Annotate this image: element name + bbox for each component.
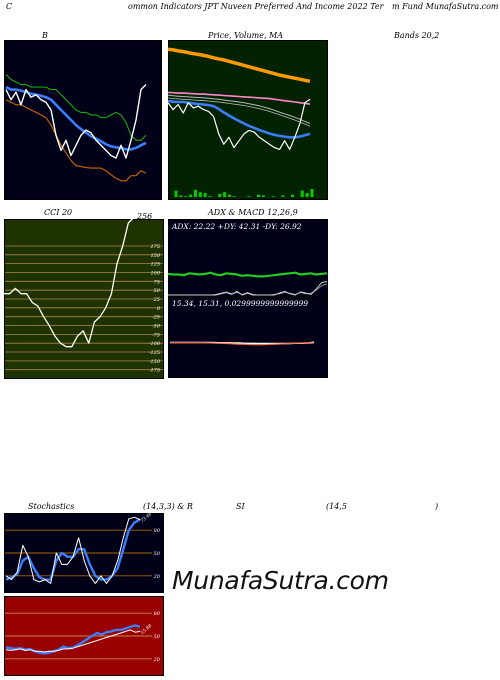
header-c: C <box>6 2 13 11</box>
adx-chart <box>168 219 328 297</box>
cci-tick-label: -175 <box>149 368 160 374</box>
stochastics-chart: 80 50 20 73.46 <box>4 513 164 593</box>
cci-tick-label: 150 <box>150 253 160 259</box>
cci-line <box>4 219 134 348</box>
panel-background <box>168 40 328 200</box>
volume-bar <box>179 195 183 197</box>
price-price-line <box>168 98 311 151</box>
volume-bar <box>247 196 251 197</box>
price-volume-ma-chart <box>168 40 328 200</box>
volume-bar <box>310 189 314 197</box>
header-site: m Fund MunafaSutra.com <box>392 2 499 11</box>
stochastics-last-label: 73.46 <box>139 513 153 524</box>
panel-background <box>4 40 162 200</box>
cci-tick-label: -100 <box>149 341 161 347</box>
rsi-label: SI <box>236 502 245 511</box>
cci-tick-label: 75 <box>154 279 160 285</box>
cci-tick-label: -150 <box>149 359 161 365</box>
rsi-params: (14,5 <box>326 502 347 511</box>
rsi-tick-label: 20 <box>153 657 161 663</box>
price-ma100-line <box>168 91 311 105</box>
volume-bar <box>184 196 188 197</box>
macd-chart <box>168 297 328 378</box>
cci-last-value: 256 <box>137 212 153 221</box>
bbands-label-right: Bands 20,2 <box>394 31 440 40</box>
cci-tick-label: 0 <box>157 306 161 312</box>
cci-tick-label: -50 <box>152 324 161 330</box>
bband-lower-line <box>5 99 147 182</box>
adx-di_plus-line <box>168 280 328 296</box>
bband-upper-line <box>5 74 147 141</box>
volume-bar <box>193 189 197 197</box>
cci-tick-label: -75 <box>152 332 160 338</box>
cci-label: CCI 20 <box>44 208 73 217</box>
bollinger-bands-chart <box>4 40 162 200</box>
bbands-label-left: B <box>42 31 48 40</box>
price-ma20-line <box>168 99 311 139</box>
price-ma-label: Price, Volume, MA <box>208 31 284 40</box>
price-ma200-line <box>168 47 311 84</box>
volume-bar <box>305 193 309 197</box>
macd-readout: 15.34, 15.31, 0.0299999999999999 <box>172 299 308 308</box>
cci-tick-label: 100 <box>150 270 160 276</box>
cci-chart: 175 150 125 100 75 50 25 0 -25 -50 -75 -100 -125 -150… <box>4 219 164 379</box>
adx-readout: ADX: 22.22 +DY: 42.31 -DY: 26.92 <box>172 222 302 231</box>
cci-tick-label: 50 <box>154 288 161 294</box>
cci-tick-label: -125 <box>149 350 160 356</box>
stochastics-main-line <box>5 516 141 584</box>
volume-bar <box>223 192 227 197</box>
bband-price-line <box>5 84 147 159</box>
volume-bar <box>257 194 261 197</box>
rsi-avg-line <box>5 624 141 655</box>
volume-bar <box>174 190 178 197</box>
rsi-main-line <box>5 629 141 653</box>
cci-tick-label: 25 <box>153 297 160 303</box>
volume-bar <box>232 196 236 197</box>
watermark: MunafaSutra.com <box>172 566 389 595</box>
price-ma-lower-line <box>168 97 311 127</box>
volume-bar <box>203 193 207 197</box>
rsi-tick-label: 50 <box>154 634 161 640</box>
cci-tick-label: 175 <box>150 244 160 250</box>
volume-bar <box>300 190 304 197</box>
volume-bar <box>208 196 212 197</box>
volume-bar <box>261 195 265 197</box>
cci-tick-label: -25 <box>152 315 160 321</box>
rsi-params-close: ) <box>435 502 439 511</box>
volume-bar <box>218 193 222 197</box>
stoch-params: (14,3,3) & R <box>143 502 193 511</box>
cci-tick-label: 125 <box>150 262 160 268</box>
volume-bar <box>198 192 202 197</box>
panel-background <box>168 297 328 378</box>
volume-bar <box>291 194 295 197</box>
stochastics-tick-label: 80 <box>154 528 161 534</box>
volume-bar <box>281 195 285 197</box>
stoch-label: Stochastics <box>28 502 75 511</box>
volume-bar <box>271 196 275 197</box>
adx-adx-line <box>168 271 328 278</box>
stochastics-tick-label: 20 <box>153 574 161 580</box>
macd-line <box>170 341 315 346</box>
adx-macd-label: ADX & MACD 12,26,9 <box>208 208 298 217</box>
header-title: ommon Indicators JPT Nuveen Preferred An… <box>128 2 384 11</box>
stochastics-tick-label: 50 <box>154 551 161 557</box>
rsi-tick-label: 80 <box>154 611 161 617</box>
volume-bar <box>189 194 193 197</box>
price-ma50-line <box>168 94 311 124</box>
panel-background <box>168 219 328 297</box>
volume-bar <box>227 194 231 197</box>
